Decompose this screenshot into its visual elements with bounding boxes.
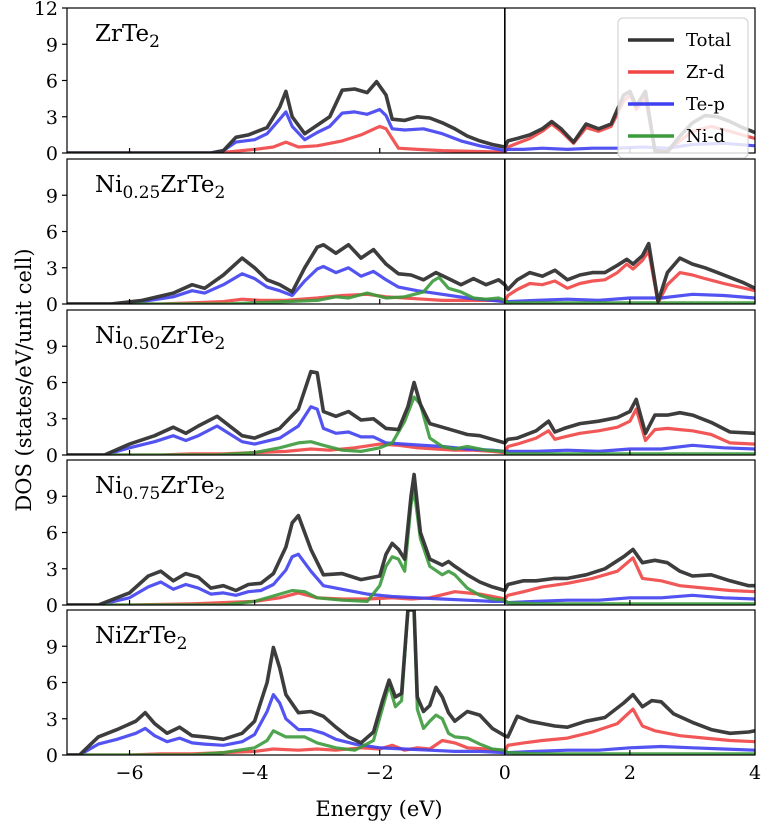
- panel-4-plot-area: [67, 460, 755, 605]
- panel-3-plot-area: [67, 310, 755, 455]
- series-line-tep-panel-3: [67, 405, 755, 455]
- panel-2: 0 3 6 9 Ni0.25ZrTe2: [46, 158, 756, 316]
- y-tick-label-panel-1: 3: [46, 107, 58, 129]
- y-tick-label-panel-1: 12: [34, 0, 58, 20]
- y-tick-label-panel-5: 6: [46, 673, 58, 695]
- panel-label-subscript-2: 2: [215, 183, 226, 203]
- series-line-zrd-panel-4: [67, 556, 755, 605]
- y-tick-label-panel-2: 9: [46, 185, 58, 207]
- panel-label-base: Ni: [95, 323, 122, 349]
- panel-label-subscript: 0.50: [122, 334, 160, 354]
- legend-box: [617, 17, 749, 159]
- y-tick-label-panel-5: 9: [46, 636, 58, 658]
- panel-label-base: Ni: [95, 172, 122, 198]
- panel-label-subscript-2: 2: [149, 32, 160, 52]
- y-tick-label-panel-4: 0: [46, 595, 58, 617]
- series-line-tep-panel-5: [67, 693, 755, 755]
- series-line-nid-panel-3: [67, 395, 755, 455]
- x-tick-label: −2: [366, 762, 394, 784]
- y-tick-label-panel-2: 6: [46, 222, 58, 244]
- legend-label-total: Total: [686, 30, 731, 51]
- series-line-tep-panel-1: [67, 107, 755, 153]
- y-tick-label-panel-5: 3: [46, 709, 58, 731]
- series-line-total-panel-3: [67, 369, 755, 455]
- panel-label-4: Ni0.75ZrTe2: [95, 473, 225, 504]
- panel-label-5: NiZrTe2: [95, 623, 187, 654]
- panel-label-subscript: 0.25: [122, 183, 160, 203]
- panel-2-plot-area: [67, 159, 755, 304]
- panel-label-1: ZrTe2: [95, 21, 160, 52]
- x-tick-label: 2: [624, 762, 636, 784]
- x-tick-label: 0: [499, 762, 511, 784]
- series-line-tep-panel-4: [67, 552, 755, 605]
- panel-label-subscript-2: 2: [177, 634, 188, 654]
- y-tick-label-panel-1: 9: [46, 34, 58, 56]
- panel-label-base: ZrTe: [95, 21, 149, 47]
- y-tick-label-panel-5: 0: [46, 745, 58, 767]
- y-tick-label-panel-3: 6: [46, 373, 58, 395]
- y-tick-label-panel-4: 9: [46, 486, 58, 508]
- legend-label-nid: Ni-d: [686, 126, 725, 147]
- panel-4: 0 3 6 9 Ni0.75ZrTe2: [46, 459, 756, 617]
- panel-label-subscript-2: 2: [215, 334, 226, 354]
- y-tick-label-panel-2: 3: [46, 258, 58, 280]
- y-tick-label-panel-3: 0: [46, 445, 58, 467]
- y-tick-label-panel-4: 6: [46, 523, 58, 545]
- series-line-zrd-panel-3: [67, 407, 755, 455]
- y-axis-title: DOS (states/eV/unit cell): [12, 248, 36, 511]
- y-tick-label-panel-1: 0: [46, 143, 58, 165]
- legend-label-tep: Te-p: [686, 94, 725, 115]
- panel-label-subscript: 0.75: [122, 484, 160, 504]
- legend: Total Zr-d Te-p Ni-d: [617, 17, 749, 159]
- series-line-nid-panel-2: [67, 275, 755, 304]
- y-tick-label-panel-3: 9: [46, 336, 58, 358]
- panel-3: 0 3 6 9 Ni0.50ZrTe2: [46, 309, 756, 467]
- panel-label-suffix: ZrTe: [160, 172, 214, 198]
- x-tick-label: −4: [241, 762, 269, 784]
- x-tick-label: −6: [116, 762, 144, 784]
- x-axis-title: Energy (eV): [315, 797, 442, 821]
- series-line-total-panel-4: [67, 472, 755, 605]
- panel-label-subscript-2: 2: [215, 484, 226, 504]
- panel-label-base: NiZrTe: [95, 623, 177, 649]
- series-line-total-panel-2: [67, 241, 755, 304]
- x-tick-label: 4: [749, 762, 761, 784]
- legend-label-zrd: Zr-d: [686, 62, 725, 83]
- series-line-tep-panel-2: [67, 264, 755, 304]
- panel-label-3: Ni0.50ZrTe2: [95, 323, 225, 354]
- panel-label-base: Ni: [95, 473, 122, 499]
- series-line-total-panel-5: [67, 610, 755, 755]
- series-line-zrd-panel-5: [67, 707, 755, 755]
- panel-5: 0 3 6 9 NiZrTe2: [46, 609, 756, 767]
- panel-label-suffix: ZrTe: [160, 473, 214, 499]
- y-tick-label-panel-4: 3: [46, 559, 58, 581]
- axes-layer: −6 −4 −2 0 2 4: [116, 762, 762, 784]
- y-tick-label-panel-2: 0: [46, 294, 58, 316]
- panel-label-suffix: ZrTe: [160, 323, 214, 349]
- panel-label-2: Ni0.25ZrTe2: [95, 172, 225, 203]
- y-tick-label-panel-1: 6: [46, 71, 58, 93]
- y-tick-label-panel-3: 3: [46, 409, 58, 431]
